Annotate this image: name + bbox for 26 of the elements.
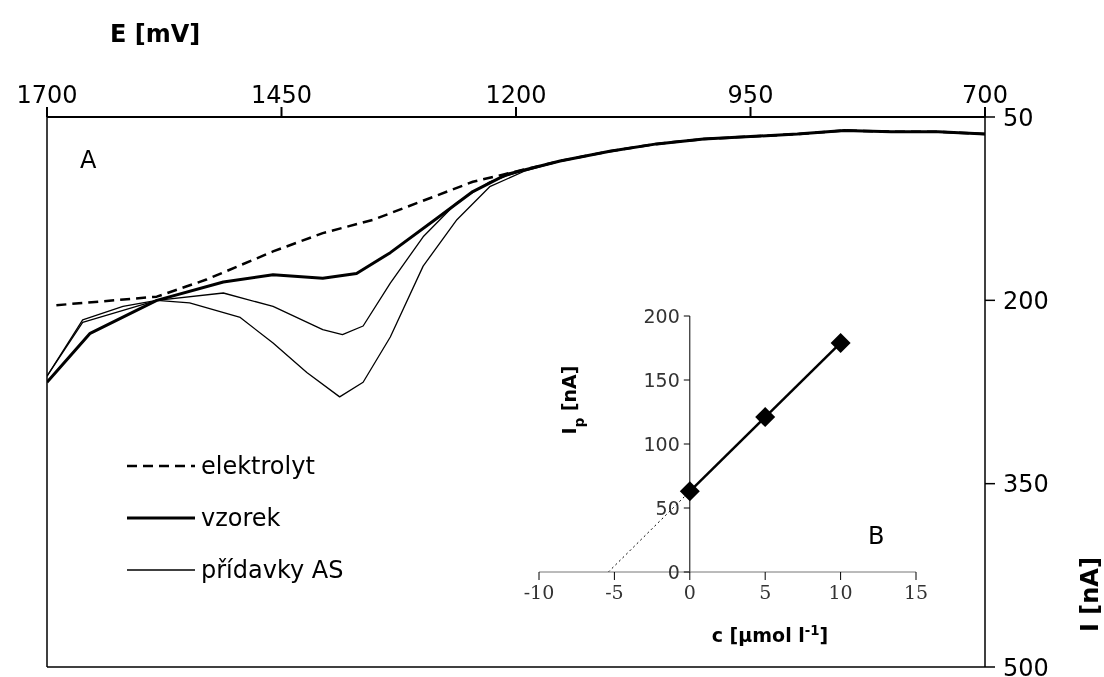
y-tick-label: 200	[1003, 286, 1049, 315]
x-tick-label: 10	[828, 581, 853, 604]
x-tick-label: 0	[683, 581, 696, 604]
x-tick-label: 950	[727, 81, 774, 109]
x-tick-label: -10	[523, 581, 555, 604]
y-tick-label: 150	[643, 369, 680, 391]
annotation: A	[80, 146, 97, 174]
y-tick-label: 50	[655, 497, 680, 519]
x-tick-label: 1450	[250, 81, 313, 109]
x-tick-label: -5	[605, 581, 624, 604]
x-axis-title: c [µmol l$^{-1}$]	[711, 622, 829, 646]
x-tick-label: 1200	[485, 81, 547, 109]
y-tick-label: 100	[643, 433, 680, 455]
legend-label: elektrolyt	[201, 452, 315, 480]
x-tick-label: 1700	[16, 81, 78, 109]
y-axis-title: I [nA]	[1076, 557, 1104, 632]
legend-label: vzorek	[201, 504, 281, 532]
y-tick-label: 500	[1003, 653, 1049, 677]
legend-label: přídavky AS	[201, 556, 344, 584]
annotation: B	[868, 522, 885, 550]
y-tick-label: 200	[643, 305, 680, 327]
x-axis-title: E [mV]	[110, 20, 201, 48]
x-tick-label: 5	[759, 581, 772, 604]
y-tick-label: 350	[1003, 470, 1049, 499]
x-tick-label: 15	[903, 581, 929, 604]
y-tick-label: 0	[667, 561, 680, 583]
